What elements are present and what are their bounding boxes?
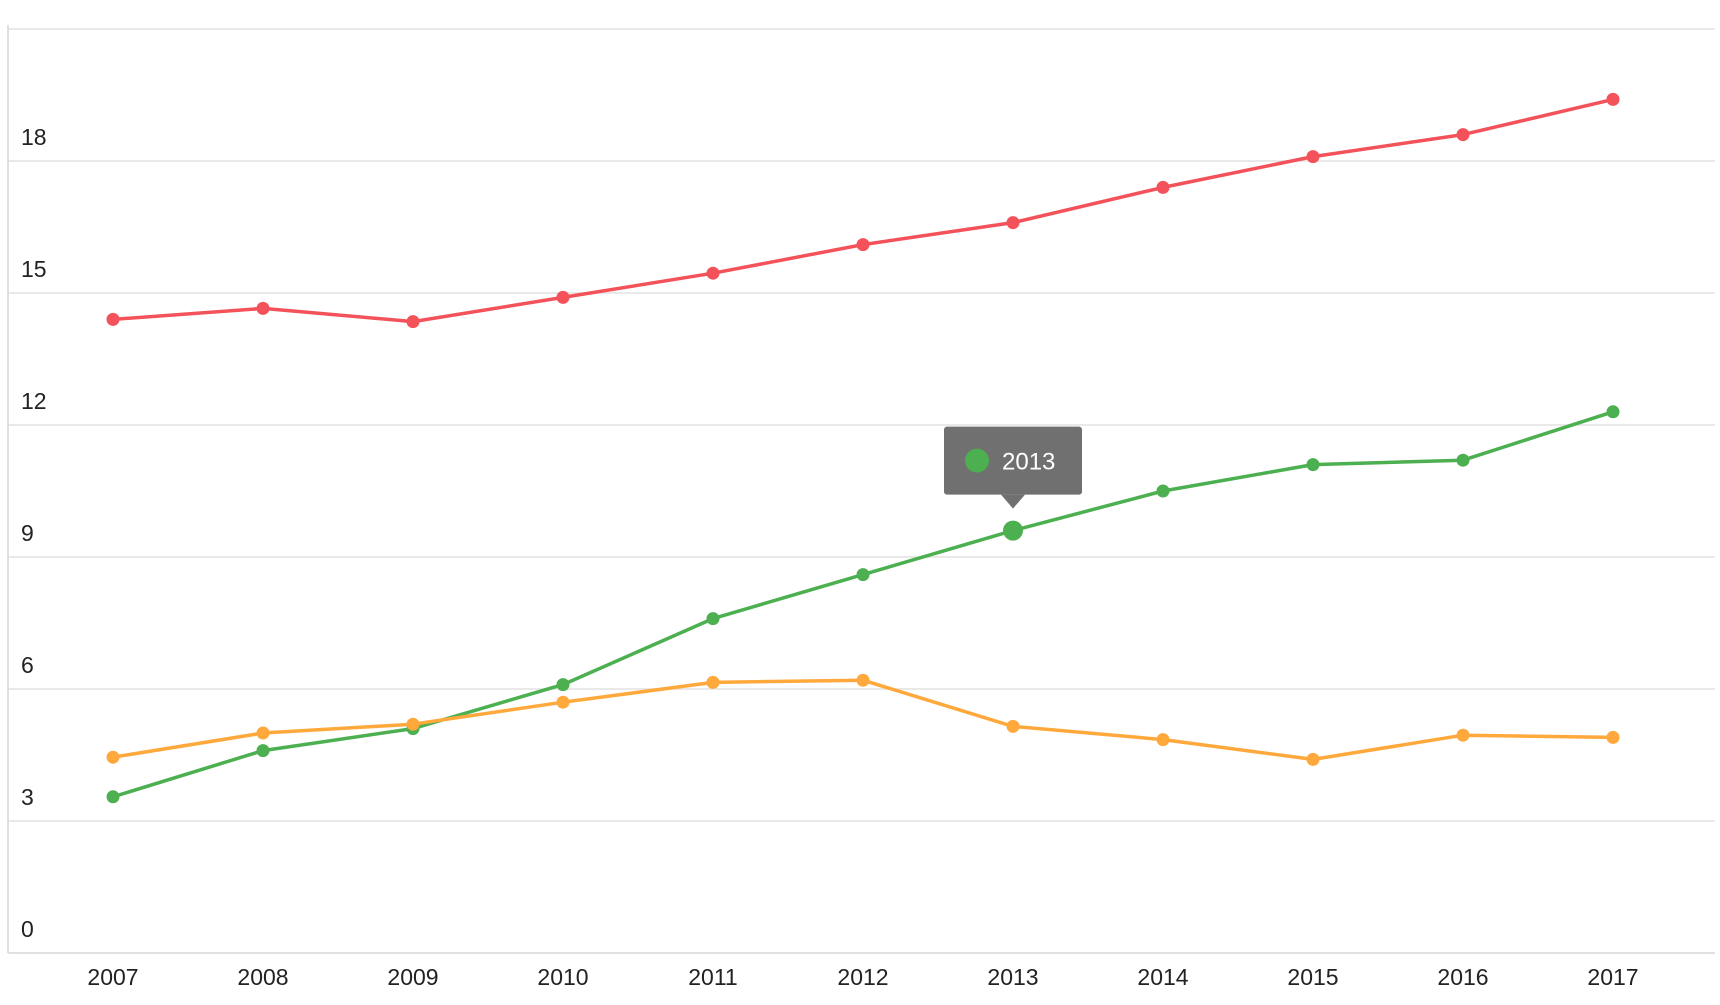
data-point [1156, 484, 1170, 498]
data-point [1156, 733, 1170, 747]
data-point [1003, 520, 1023, 541]
series-line [111, 410, 1615, 799]
y-tick-label: 3 [21, 784, 34, 810]
y-tick-label: 12 [21, 388, 47, 414]
x-tick-label: 2012 [837, 964, 888, 990]
data-point [256, 301, 270, 315]
x-tick-label: 2016 [1437, 964, 1488, 990]
series-0 [106, 92, 1620, 329]
series-layer [106, 92, 1620, 804]
series-line [111, 97, 1615, 324]
data-point [1456, 728, 1470, 742]
data-point [1456, 453, 1470, 467]
data-point [1306, 752, 1320, 766]
y-tick-label: 18 [21, 124, 47, 150]
y-tick-label: 6 [21, 652, 34, 678]
x-tick-label: 2017 [1587, 964, 1638, 990]
data-point [256, 726, 270, 740]
y-tick-label: 15 [21, 256, 47, 282]
data-point [106, 750, 120, 764]
tooltip-box [944, 426, 1082, 495]
x-axis-ticks: 2007 2008 2009 2010 2011 2012 2013 2014 2015 2016… [87, 964, 1638, 990]
data-point [1606, 92, 1620, 106]
x-tick-label: 2007 [87, 964, 138, 990]
data-point [556, 290, 570, 304]
tooltip-arrow [1001, 494, 1025, 509]
y-tick-label: 9 [21, 520, 34, 546]
data-point [106, 312, 120, 326]
tooltip-label: 2013 [1002, 449, 1055, 476]
data-point [706, 266, 720, 280]
data-point [406, 315, 420, 329]
y-axis-ticks: 0 3 6 9 12 15 18 [21, 124, 47, 942]
data-point [556, 678, 570, 692]
axis-layer [7, 25, 1715, 954]
x-tick-label: 2009 [387, 964, 438, 990]
data-point [856, 673, 870, 687]
data-point [1306, 150, 1320, 164]
data-point [1156, 180, 1170, 194]
x-tick-label: 2011 [688, 964, 737, 990]
data-point [1306, 458, 1320, 472]
data-point [106, 790, 120, 804]
x-tick-label: 2014 [1137, 964, 1188, 990]
data-point [856, 238, 870, 252]
series-line [111, 678, 1615, 762]
data-point [1006, 216, 1020, 230]
tooltip-swatch [965, 448, 989, 473]
tooltip: 2013 [944, 426, 1082, 509]
data-point [1006, 719, 1020, 733]
x-tick-label: 2008 [237, 964, 288, 990]
data-point [1456, 128, 1470, 142]
data-point [1606, 730, 1620, 744]
data-point [256, 744, 270, 758]
x-tick-label: 2010 [537, 964, 588, 990]
data-point [706, 612, 720, 626]
data-point [856, 568, 870, 582]
data-point [406, 717, 420, 731]
data-point [1606, 405, 1620, 419]
data-point [556, 695, 570, 709]
data-point [706, 675, 720, 689]
series-2 [106, 673, 1620, 766]
x-tick-label: 2013 [987, 964, 1038, 990]
series-1 [106, 405, 1620, 804]
x-tick-label: 2015 [1287, 964, 1338, 990]
grid-layer [8, 28, 1715, 822]
y-tick-label: 0 [21, 916, 34, 942]
